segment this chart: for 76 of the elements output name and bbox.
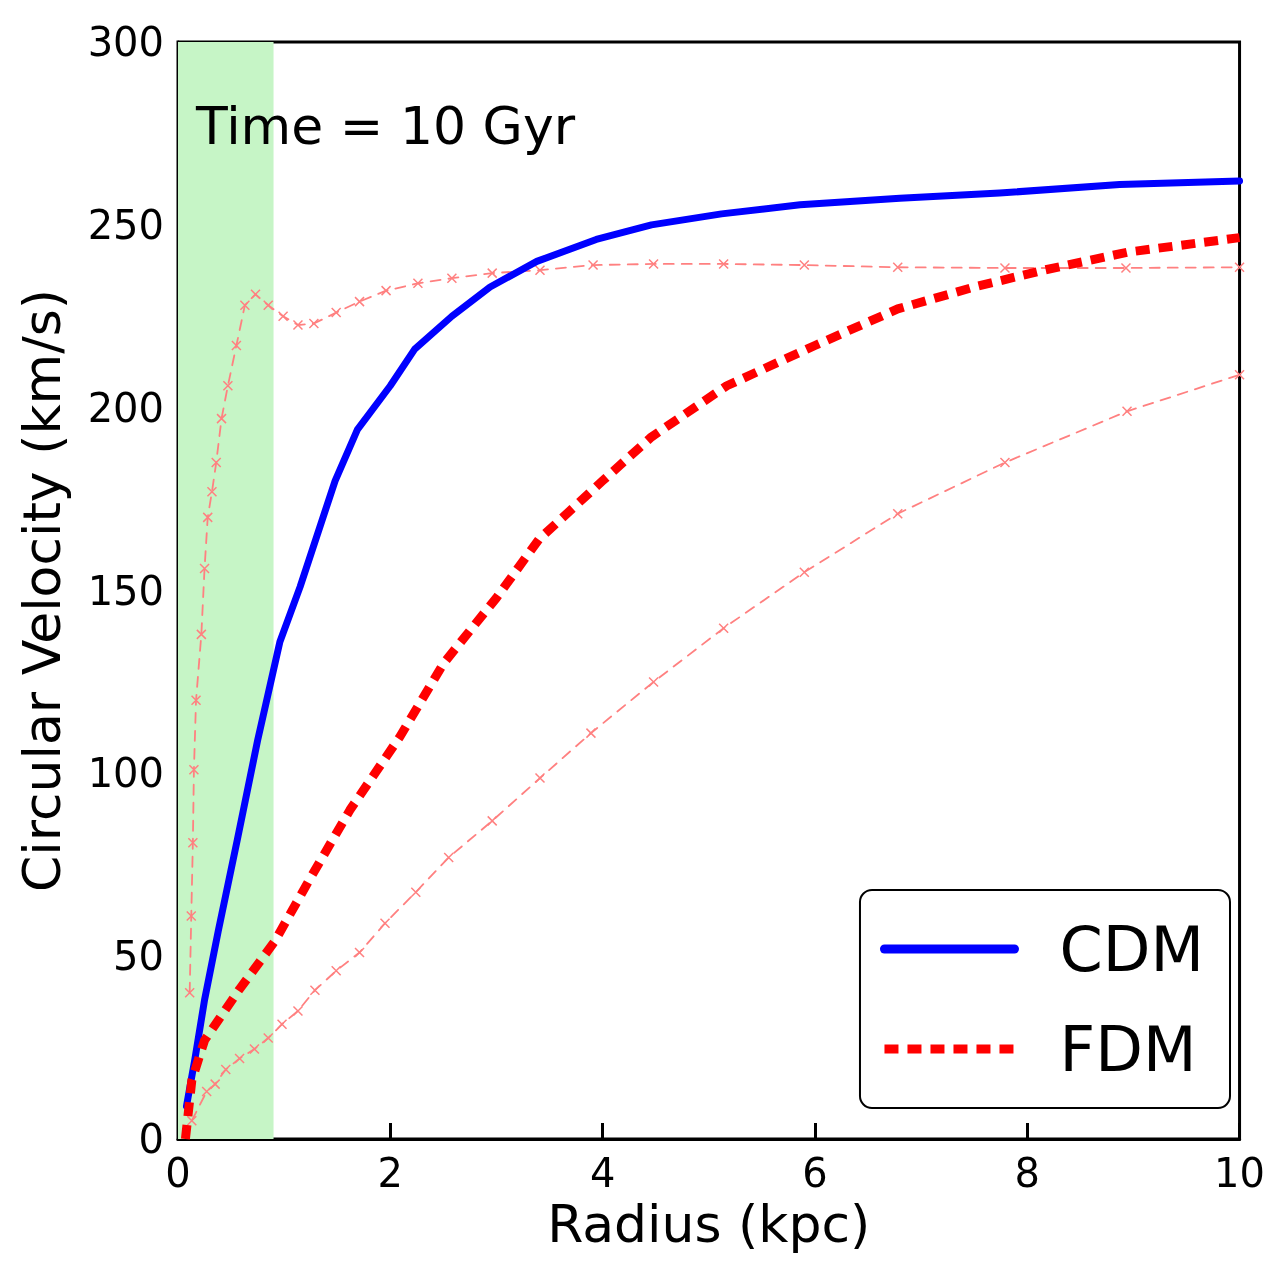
point [262,1032,274,1044]
point [196,629,207,640]
point [718,258,729,270]
point [1121,406,1133,417]
point [799,566,810,578]
point [276,1018,288,1030]
point [292,319,304,331]
x-tick-label: 4 [589,1150,616,1196]
y-tick-label: 300 [87,19,164,65]
point [184,987,195,998]
point [486,267,498,279]
point [309,984,321,996]
point [412,278,424,289]
point [446,272,458,284]
point [999,457,1011,468]
point [486,815,498,827]
point [410,886,422,898]
point [443,852,454,863]
y-axis-title: Circular Velocity (km/s) [12,288,72,893]
point [718,622,729,634]
point [799,259,810,271]
y-tick-label: 150 [87,567,164,614]
point [354,296,365,307]
point [534,264,546,276]
point [186,1115,198,1126]
y-tick-label: 250 [87,201,164,248]
point [892,262,903,273]
point [1120,262,1132,274]
point [648,676,659,688]
point [239,300,251,311]
point [209,1078,221,1090]
point [354,947,365,958]
point [308,318,320,329]
point [199,563,210,574]
point [1234,262,1245,273]
point [201,1086,212,1097]
point [380,285,392,296]
point [648,258,659,270]
point [587,259,599,271]
x-tick-label: 10 [1214,1150,1265,1196]
x-tick-label: 8 [1014,1150,1040,1196]
point [585,727,597,739]
legend-label: CDM [1059,912,1205,986]
point [277,311,289,322]
point [292,1005,304,1017]
point [220,1064,232,1075]
point [330,307,342,318]
point [222,380,234,391]
point [892,508,903,519]
point [249,1043,260,1055]
point [216,413,227,424]
y-tick-label: 50 [113,933,164,980]
point [534,772,546,784]
point [379,918,391,929]
x-tick-label: 2 [377,1150,404,1196]
point [330,965,342,977]
point [999,262,1011,274]
x-axis-title: Radius (kpc) [547,1193,871,1254]
legend-label: FDM [1059,1012,1197,1086]
point [234,1053,245,1064]
y-tick-label: 200 [87,384,164,431]
point [202,512,213,523]
point [188,764,200,775]
point [231,340,242,351]
annotation: Time = 10 Gyr [195,96,576,156]
x-tick-label: 6 [802,1150,828,1196]
point [187,837,199,849]
point [190,694,202,706]
point [210,457,222,468]
point [250,289,261,300]
y-tick-label: 0 [138,1116,164,1162]
point [206,486,218,498]
point [1234,369,1245,381]
point [186,910,197,922]
y-tick-label: 100 [87,750,164,797]
point [262,300,274,311]
